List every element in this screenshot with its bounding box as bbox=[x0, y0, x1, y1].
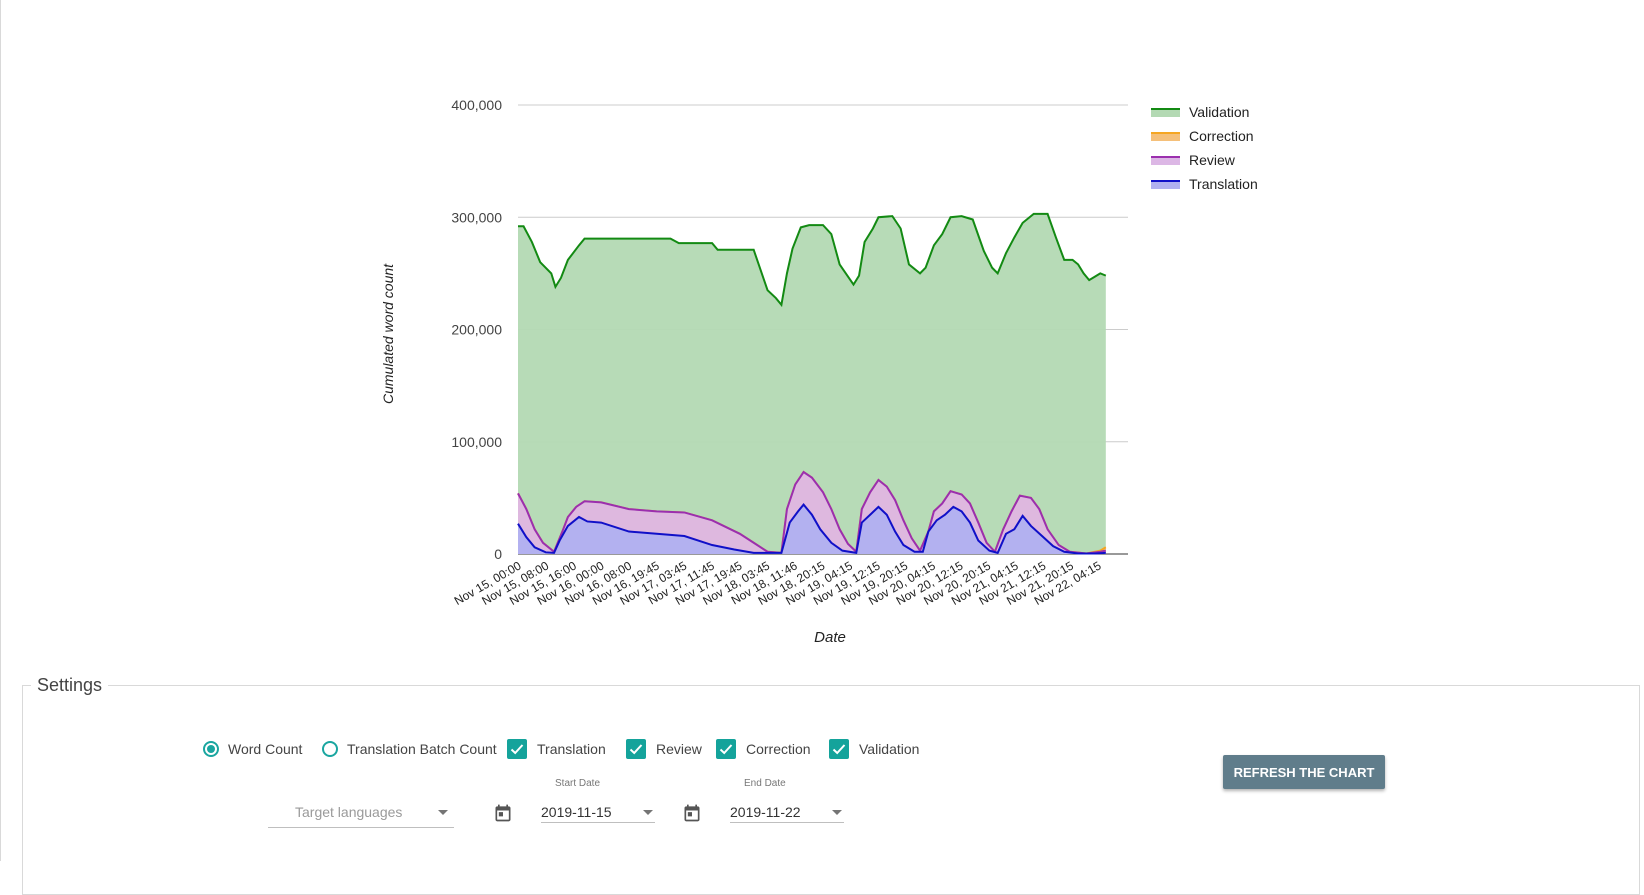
chevron-down-icon bbox=[643, 810, 653, 815]
legend-swatch-validation bbox=[1151, 109, 1180, 117]
radio-word-count[interactable]: Word Count bbox=[203, 736, 302, 762]
checkbox-correction[interactable]: Correction bbox=[716, 736, 811, 762]
legend-swatch-correction bbox=[1151, 133, 1180, 141]
legend-label-review: Review bbox=[1189, 152, 1236, 168]
target-languages-select[interactable]: Target languages bbox=[268, 795, 454, 828]
legend-label-correction: Correction bbox=[1189, 128, 1254, 144]
word-count-chart: 0 100,000 200,000 300,000 400,000 Nov 15, 00… bbox=[380, 97, 1258, 646]
chart-areas bbox=[517, 212, 1107, 555]
target-languages-placeholder: Target languages bbox=[295, 804, 403, 820]
legend: Validation Correction Review Translation bbox=[1151, 104, 1258, 192]
checkbox-correction-label: Correction bbox=[746, 741, 811, 757]
chevron-down-icon bbox=[438, 810, 448, 815]
x-axis-label: Date bbox=[814, 629, 846, 646]
calendar-icon[interactable] bbox=[493, 803, 513, 823]
series-line-review bbox=[517, 470, 1107, 555]
y-axis-ticks: 0 100,000 200,000 300,000 400,000 bbox=[451, 97, 502, 562]
checkbox-checked-icon[interactable] bbox=[626, 739, 646, 759]
start-date-field[interactable]: Start Date 2019-11-15 bbox=[541, 778, 655, 823]
legend-label-translation: Translation bbox=[1189, 176, 1258, 192]
checkbox-translation-label: Translation bbox=[537, 741, 606, 757]
y-axis-label: Cumulated word count bbox=[380, 263, 396, 404]
checkbox-review-label: Review bbox=[656, 741, 702, 757]
end-date-value: 2019-11-22 bbox=[730, 804, 801, 820]
start-date-label: Start Date bbox=[555, 778, 601, 789]
checkbox-validation-label: Validation bbox=[859, 741, 920, 757]
settings-legend: Settings bbox=[37, 675, 103, 695]
checkbox-review[interactable]: Review bbox=[626, 736, 702, 762]
checkbox-translation[interactable]: Translation bbox=[507, 736, 606, 762]
calendar-icon[interactable] bbox=[682, 803, 702, 823]
left-border bbox=[0, 0, 1, 861]
checkbox-validation[interactable]: Validation bbox=[829, 736, 919, 762]
chevron-down-icon bbox=[832, 810, 842, 815]
series-line-validation bbox=[518, 212, 1107, 308]
legend-label-validation: Validation bbox=[1189, 104, 1249, 120]
legend-swatch-review bbox=[1151, 157, 1180, 165]
y-tick-label: 0 bbox=[494, 546, 502, 562]
radio-batch-count-label: Translation Batch Count bbox=[347, 741, 497, 757]
checkbox-checked-icon[interactable] bbox=[716, 739, 736, 759]
y-tick-label: 400,000 bbox=[451, 97, 502, 113]
y-tick-label: 200,000 bbox=[451, 322, 502, 338]
radio-selected-icon[interactable] bbox=[203, 741, 219, 757]
radio-unselected-icon[interactable] bbox=[322, 741, 338, 757]
series-area-validation bbox=[518, 213, 1106, 554]
refresh-chart-button[interactable]: REFRESH THE CHART bbox=[1223, 755, 1385, 789]
series-area-translation bbox=[518, 504, 1106, 554]
y-tick-label: 100,000 bbox=[451, 434, 502, 450]
radio-batch-count[interactable]: Translation Batch Count bbox=[322, 736, 497, 762]
start-date-value: 2019-11-15 bbox=[541, 804, 612, 820]
radio-word-count-label: Word Count bbox=[228, 741, 303, 757]
checkbox-checked-icon[interactable] bbox=[507, 739, 527, 759]
checkbox-checked-icon[interactable] bbox=[829, 739, 849, 759]
legend-swatch-translation bbox=[1151, 181, 1180, 189]
y-tick-label: 300,000 bbox=[451, 209, 502, 225]
end-date-label: End Date bbox=[744, 778, 786, 789]
end-date-field[interactable]: End Date 2019-11-22 bbox=[730, 778, 844, 823]
series-line-translation bbox=[517, 503, 1106, 555]
